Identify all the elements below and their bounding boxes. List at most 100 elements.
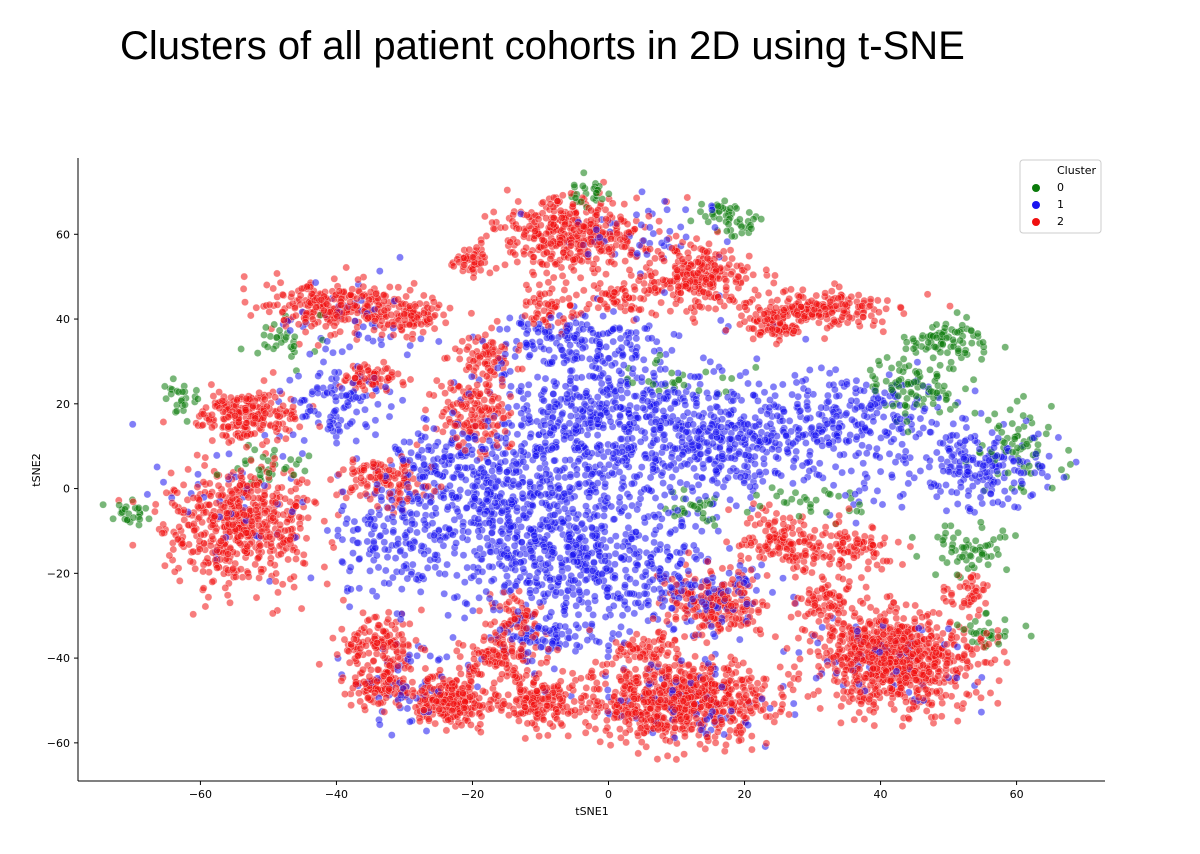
scatter-point-cluster-1 [696,380,704,389]
scatter-point-cluster-1 [896,424,905,433]
scatter-point-cluster-2 [680,632,689,641]
scatter-point-cluster-1 [387,731,396,739]
scatter-point-cluster-1 [583,636,592,644]
scatter-point-cluster-2 [764,289,773,297]
scatter-point-cluster-2 [720,747,729,756]
scatter-point-cluster-2 [405,620,414,628]
scatter-point-cluster-2 [546,719,554,728]
scatter-point-cluster-2 [862,583,870,591]
scatter-point-cluster-1 [464,488,472,497]
scatter-point-cluster-2 [151,507,159,516]
scatter-point-cluster-2 [513,258,522,266]
scatter-point-cluster-2 [808,568,816,577]
scatter-point-cluster-2 [778,700,787,709]
scatter-point-cluster-1 [536,337,544,346]
scatter-point-cluster-2 [465,334,473,342]
scatter-point-cluster-1 [377,340,386,349]
scatter-point-cluster-1 [561,382,570,391]
scatter-point-cluster-2 [672,232,680,240]
scatter-point-cluster-0 [1011,531,1020,540]
scatter-point-cluster-2 [208,436,217,445]
scatter-point-cluster-2 [304,513,312,522]
scatter-point-cluster-0 [908,533,917,542]
scatter-point-cluster-1 [463,563,472,572]
scatter-point-cluster-2 [416,717,424,726]
scatter-point-cluster-1 [599,312,607,320]
scatter-point-cluster-1 [387,402,396,411]
scatter-point-cluster-1 [408,560,417,569]
scatter-point-cluster-2 [953,717,962,725]
scatter-point-cluster-2 [299,550,308,559]
scatter-point-cluster-1 [704,394,713,402]
scatter-point-cluster-1 [493,432,501,440]
scatter-point-cluster-2 [702,638,711,647]
scatter-point-cluster-1 [279,452,287,461]
scatter-point-cluster-2 [369,656,378,665]
scatter-point-cluster-1 [885,370,894,379]
scatter-point-cluster-2 [469,273,478,282]
scatter-point-cluster-2 [864,565,872,573]
scatter-point-cluster-0 [969,375,978,384]
scatter-point-cluster-1 [367,508,376,517]
scatter-point-cluster-2 [367,666,375,674]
scatter-point-cluster-1 [912,433,920,441]
scatter-point-cluster-1 [795,648,803,657]
scatter-point-cluster-2 [981,599,990,608]
scatter-point-cluster-1 [319,358,328,366]
scatter-point-cluster-0 [958,321,967,330]
scatter-point-cluster-1 [620,503,629,512]
scatter-point-cluster-2 [692,234,701,243]
scatter-point-cluster-0 [290,332,299,341]
scatter-point-cluster-1 [1054,433,1063,442]
scatter-point-cluster-1 [706,357,715,366]
scatter-point-cluster-2 [556,206,565,215]
scatter-point-cluster-1 [1060,473,1068,482]
scatter-point-cluster-1 [651,494,660,502]
scatter-point-cluster-2 [689,314,697,323]
scatter-point-cluster-1 [624,512,633,520]
scatter-point-cluster-2 [810,526,819,535]
scatter-point-cluster-2 [297,604,306,613]
scatter-point-cluster-2 [476,728,485,736]
scatter-point-cluster-1 [371,416,380,425]
scatter-point-cluster-2 [857,573,866,582]
scatter-point-cluster-2 [269,368,278,377]
scatter-point-cluster-2 [337,625,346,634]
scatter-point-cluster-1 [352,408,361,416]
scatter-point-cluster-1 [519,564,528,573]
scatter-point-cluster-2 [789,685,797,694]
scatter-point-cluster-2 [406,375,415,384]
scatter-point-cluster-0 [953,308,961,317]
scatter-point-cluster-2 [844,562,853,571]
scatter-point-cluster-0 [941,529,950,538]
scatter-point-cluster-2 [645,212,653,221]
scatter-point-cluster-2 [442,726,451,735]
scatter-point-cluster-2 [315,660,324,669]
scatter-point-cluster-1 [694,411,703,420]
scatter-point-cluster-2 [872,607,881,615]
scatter-point-cluster-1 [801,335,810,344]
scatter-point-cluster-2 [711,305,720,313]
scatter-point-cluster-1 [600,512,608,520]
scatter-point-cluster-0 [971,536,980,545]
scatter-point-cluster-2 [370,613,379,622]
scatter-point-cluster-0 [169,374,178,383]
scatter-point-cluster-1 [575,392,584,401]
scatter-point-cluster-2 [894,538,903,546]
scatter-point-cluster-2 [363,694,372,702]
scatter-point-cluster-0 [737,222,746,231]
scatter-point-cluster-2 [558,667,567,676]
scatter-point-cluster-1 [1010,479,1018,487]
scatter-point-cluster-2 [735,736,743,745]
scatter-point-cluster-2 [487,324,496,332]
scatter-point-cluster-2 [276,520,284,529]
scatter-point-cluster-2 [456,652,465,661]
scatter-point-cluster-0 [237,345,245,353]
scatter-point-cluster-1 [716,316,725,325]
scatter-point-cluster-0 [882,377,891,386]
scatter-point-cluster-1 [474,515,483,523]
scatter-point-cluster-1 [876,467,885,476]
scatter-point-cluster-0 [768,483,776,492]
scatter-point-cluster-1 [428,519,437,528]
scatter-point-cluster-1 [517,522,525,531]
